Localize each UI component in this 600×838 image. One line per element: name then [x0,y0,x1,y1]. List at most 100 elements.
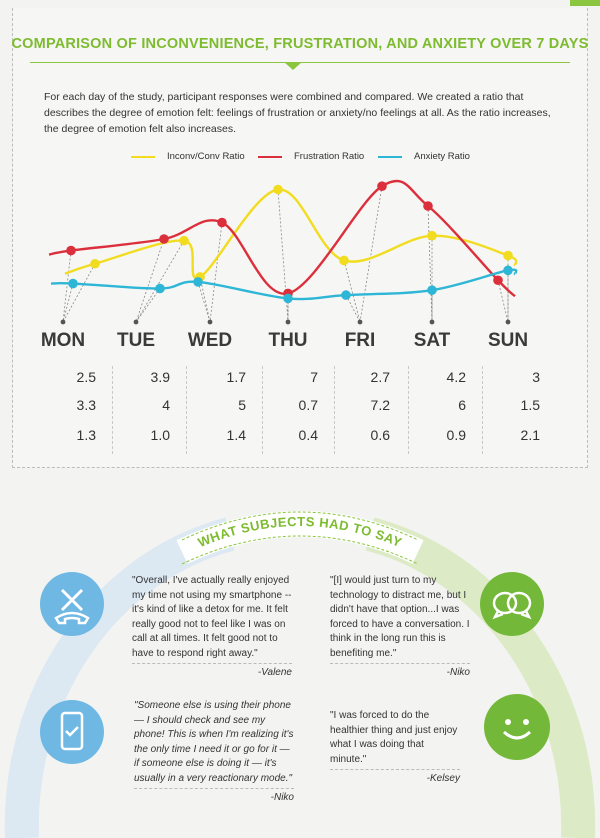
quote-author: -Kelsey [330,769,460,787]
column-divider [408,366,409,454]
quote-card-3: "Someone else is using their phone — I s… [134,699,294,806]
smiley-icon [484,694,550,760]
value-anxiety-wed: 1.4 [226,427,246,443]
point-anxiety-tue [155,283,165,294]
connector-frustration-6 [497,280,509,323]
banner-line-bottom [181,535,419,565]
value-frustration-sat: 6 [458,397,466,413]
day-label-thu: THU [268,330,308,351]
phone-check-icon [40,700,104,764]
left-arc [4,517,235,838]
point-inconv-mon [90,258,100,269]
value-frustration-fri: 7.2 [370,397,390,413]
connector-inconv-0 [62,263,96,323]
value-frustration-tue: 4 [162,397,170,413]
point-anxiety-sat [427,285,437,295]
value-anxiety-sat: 0.9 [446,427,466,443]
top-bar [0,0,600,8]
value-frustration-mon: 3.3 [76,397,96,413]
quote-author: -Niko [330,663,470,681]
point-anxiety-fri [341,290,351,300]
legend-swatch-frustration [258,156,282,158]
value-anxiety-mon: 1.3 [76,427,96,443]
point-inconv-sat [427,230,437,241]
day-label-tue: TUE [117,330,155,351]
legend-label-frustration: Frustration Ratio [294,151,365,162]
value-inconv-thu: 7 [310,369,318,385]
value-anxiety-thu: 0.4 [298,427,318,443]
day-anchor-1 [133,319,139,325]
point-inconv-thu [273,184,283,195]
day-label-sun: SUN [487,330,529,351]
quote-text: "[I] would just turn to my technology to… [330,575,470,659]
connector-anxiety-0 [62,283,74,323]
value-inconv-sat: 4.2 [446,369,466,385]
point-frustration-sun [493,275,503,286]
day-label-sat: SAT [413,330,451,351]
day-anchor-0 [60,319,66,325]
connector-anxiety-1 [135,288,161,323]
day-label-wed: WED [187,330,233,351]
value-anxiety-fri: 0.6 [370,427,390,443]
legend: Inconv/Conv Ratio Frustration Ratio Anxi… [0,150,600,166]
legend-swatch-anxiety [378,156,402,158]
connector-inconv-4 [343,260,361,323]
point-frustration-tue [159,234,169,244]
day-anchor-4 [357,319,363,325]
point-anxiety-thu [283,293,293,304]
day-anchor-3 [285,319,291,325]
connector-frustration-5 [427,205,433,323]
banner-ribbon [176,511,424,564]
connector-anxiety-4 [345,294,361,323]
top-accent [570,0,600,6]
right-arc [365,517,596,838]
point-anxiety-mon [68,278,78,289]
value-anxiety-sun: 2.1 [520,427,540,443]
column-divider [334,366,335,454]
point-inconv-tue [179,235,189,246]
quote-text: "I was forced to do the healthier thing … [330,710,458,765]
connector-frustration-2 [209,222,223,323]
quote-author: -Niko [134,788,294,806]
quote-card-1: "Overall, I've actually really enjoyed m… [132,574,292,681]
quote-author: -Valene [132,663,292,681]
value-inconv-mon: 2.5 [76,369,96,385]
day-anchor-2 [207,319,213,325]
point-frustration-mon [66,245,76,256]
column-divider [262,366,263,454]
banner-line-top [181,511,419,541]
connector-frustration-1 [135,238,165,323]
point-frustration-fri [377,181,387,191]
value-inconv-tue: 3.9 [150,369,170,385]
value-frustration-thu: 0.7 [298,397,318,413]
legend-swatch-inconv [131,156,155,158]
day-anchor-6 [505,319,511,325]
value-inconv-wed: 1.7 [226,369,246,385]
column-divider [482,366,483,454]
point-anxiety-sun [503,265,513,276]
point-frustration-wed [217,217,227,228]
chat-bubbles-icon [480,572,544,636]
quote-text: "Overall, I've actually really enjoyed m… [132,575,292,659]
column-divider [186,366,187,454]
phone-off-icon [40,572,104,636]
value-frustration-wed: 5 [238,397,246,413]
quote-card-4: "I was forced to do the healthier thing … [330,709,460,787]
legend-label-anxiety: Anxiety Ratio [414,151,470,162]
quote-text: "Someone else is using their phone — I s… [134,700,294,784]
value-inconv-sun: 3 [532,369,540,385]
value-anxiety-tue: 1.0 [150,427,170,443]
point-inconv-fri [339,255,349,266]
column-divider [112,366,113,454]
point-frustration-sat [423,201,433,211]
connector-anxiety-2 [197,281,211,323]
connector-frustration-4 [359,186,383,323]
title-notch [284,62,302,70]
intro-text: For each day of the study, participant r… [44,91,551,135]
chart-title: COMPARISON OF INCONVENIENCE, FRUSTRATION… [11,36,589,52]
day-label-fri: FRI [344,330,376,351]
line-chart [48,179,518,325]
point-inconv-sun [503,250,513,261]
